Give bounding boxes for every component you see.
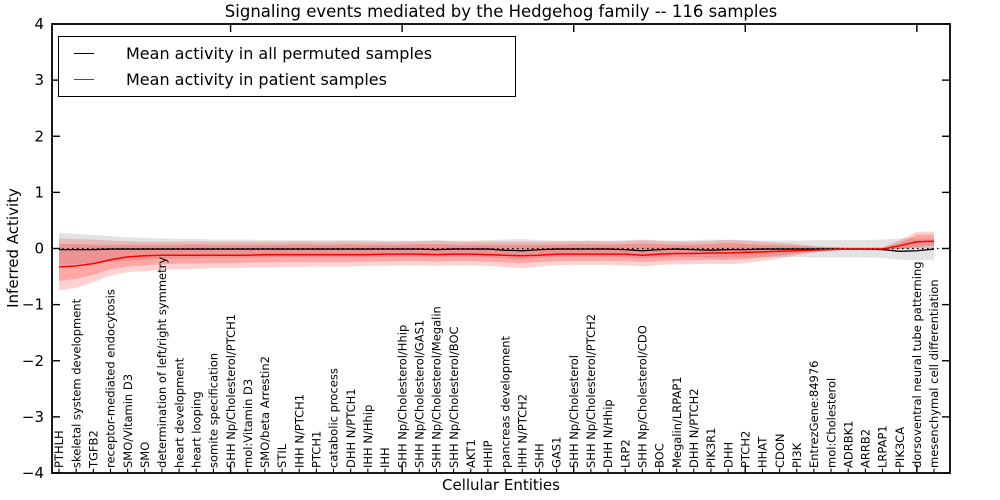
x-tick-label: PIK3R1 (704, 428, 718, 469)
patient-band-outer (59, 231, 934, 291)
x-tick-label: IHH N/PTCH2 (515, 394, 529, 468)
y-tick-label: 4 (34, 15, 44, 33)
x-tick-label: TGFB2 (87, 430, 101, 469)
x-tick-label: GAS1 (550, 437, 564, 468)
x-tick-label: mol:Cholesterol (824, 378, 838, 468)
x-tick-label: SHH Np/Cholesterol/PTCH2 (584, 314, 598, 468)
x-tick-label: HHIP (481, 440, 495, 468)
y-tick-label: −1 (22, 296, 44, 314)
legend-item-permuted: Mean activity in all permuted samples (59, 41, 515, 67)
permuted-line-swatch (74, 53, 94, 55)
x-tick-label: HHAT (756, 436, 770, 468)
patient-mean-line (58, 240, 935, 268)
y-axis-label: Inferred Activity (4, 188, 22, 308)
x-tick-label: SHH Np/Cholesterol/Hhip (395, 325, 409, 468)
x-tick-label: EntrezGene:84976 (807, 361, 821, 468)
x-tick-label: somite specification (207, 353, 221, 468)
y-tick-label: −3 (22, 408, 44, 426)
x-tick-label: IHH N/Hhip (361, 405, 375, 468)
y-tick-label: 3 (34, 71, 44, 89)
legend-label-patient: Mean activity in patient samples (126, 69, 387, 89)
x-tick-label: LRP2 (618, 439, 632, 468)
patient-line-swatch (74, 78, 94, 80)
x-tick-label: PTHLH (52, 430, 66, 468)
y-tick-label: 0 (34, 240, 44, 258)
x-tick-label: catabolic process (327, 368, 341, 468)
x-tick-label: ADRBK1 (841, 421, 855, 468)
x-tick-label: DHH N/PTCH2 (687, 388, 701, 468)
x-tick-label: DHH N/PTCH1 (344, 388, 358, 468)
legend-item-patient: Mean activity in patient samples (59, 67, 515, 93)
x-tick-label: receptor-mediated endocytosis (104, 289, 118, 468)
x-tick-label: determination of left/right symmetry (155, 257, 169, 468)
x-tick-label: SHH Np/Cholesterol/CDO (636, 325, 650, 468)
y-tick-label: −4 (22, 464, 44, 482)
x-tick-label: SHH Np/Cholesterol/PTCH1 (224, 314, 238, 468)
x-tick-label: AKT1 (464, 439, 478, 468)
x-tick-label: IHH (378, 447, 392, 468)
x-tick-label: heart looping (189, 391, 203, 468)
x-tick-label: mesenchymal cell differentiation (927, 279, 941, 468)
y-tick-label: 1 (34, 183, 44, 201)
x-tick-label: Megalin/LRPAP1 (670, 376, 684, 468)
x-tick-label: PI3K (790, 442, 804, 468)
x-tick-label: SHH Np/Cholesterol/GAS1 (412, 320, 426, 468)
x-tick-label: PTCH2 (738, 431, 752, 468)
patient-band-inner (59, 234, 934, 282)
x-tick-label: IHH N/PTCH1 (292, 394, 306, 468)
chart-title: Signaling events mediated by the Hedgeho… (224, 2, 778, 21)
x-tick-label: SMO/Vitamin D3 (121, 374, 135, 468)
x-tick-label: PTCH1 (310, 431, 324, 468)
x-tick-label: SHH Np/Cholesterol (567, 355, 581, 468)
legend-label-permuted: Mean activity in all permuted samples (126, 44, 433, 64)
x-tick-label: STIL (275, 443, 289, 468)
x-tick-label: DHH N/Hhip (601, 399, 615, 468)
y-tick-label: 2 (34, 127, 44, 145)
x-tick-label: LRPAP1 (876, 425, 890, 468)
permuted-mean-line (59, 248, 935, 252)
x-tick-label: PIK3CA (893, 427, 907, 468)
x-tick-label: SHH Np/Cholesterol/Megalin (430, 306, 444, 468)
x-tick-label: skeletal system development (69, 298, 83, 468)
x-tick-label: SHH Np/Cholesterol/BOC (447, 326, 461, 468)
x-tick-label: CDON (773, 433, 787, 468)
x-tick-label: ARRB2 (859, 429, 873, 468)
legend: Mean activity in all permuted samples Me… (58, 36, 516, 97)
x-tick-label: mol:Vitamin D3 (241, 379, 255, 468)
x-tick-label: SMO (138, 442, 152, 468)
x-tick-label: heart development (172, 357, 186, 468)
x-axis-label: Cellular Entities (442, 476, 560, 494)
x-tick-label: BOC (653, 443, 667, 468)
x-tick-label: DHH (721, 442, 735, 468)
x-tick-label: dorsoventral neural tube patterning (910, 261, 924, 468)
x-tick-label: SHH (533, 443, 547, 468)
x-tick-label: pancreas development (498, 335, 512, 468)
y-tick-label: −2 (22, 352, 44, 370)
x-tick-label: SMO/beta Arrestin2 (258, 356, 272, 468)
